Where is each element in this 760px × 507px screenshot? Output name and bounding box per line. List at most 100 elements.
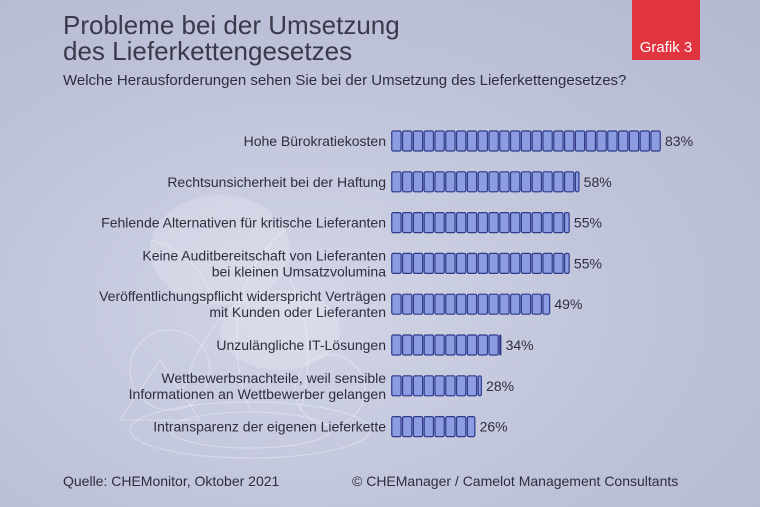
bar-segment bbox=[520, 252, 532, 274]
bar-segment bbox=[423, 293, 435, 315]
bar-segment bbox=[542, 171, 553, 193]
bar-segment bbox=[520, 130, 532, 152]
bar-segment bbox=[585, 130, 597, 152]
source-note: Quelle: CHEMonitor, Oktober 2021 bbox=[63, 473, 280, 489]
bar-segment bbox=[391, 375, 402, 397]
bar-segment bbox=[412, 375, 424, 397]
bar-segment bbox=[477, 130, 489, 152]
figure-badge: Grafik 3 bbox=[632, 0, 700, 60]
bar-row: Unzulängliche IT-Lösungen 34% bbox=[216, 334, 534, 356]
bar-segment bbox=[455, 212, 467, 234]
value-label: 26% bbox=[480, 419, 508, 435]
bar-segment bbox=[391, 334, 402, 356]
bar-segment bbox=[520, 171, 532, 193]
bar-segment bbox=[455, 375, 467, 397]
bar bbox=[391, 293, 551, 315]
title-line-1: Probleme bei der Umsetzung bbox=[63, 10, 400, 40]
bar-segment bbox=[531, 130, 543, 152]
bar-segment bbox=[542, 130, 553, 152]
bar bbox=[391, 171, 580, 193]
category-label: Hohe Bürokratiekosten bbox=[244, 133, 386, 149]
bar-segment bbox=[509, 130, 521, 152]
bar bbox=[391, 252, 570, 274]
category-label: Fehlende Alternativen für kritische Lief… bbox=[101, 215, 386, 231]
bar-segment bbox=[639, 130, 651, 152]
bar-segment bbox=[607, 130, 618, 152]
bar-segment bbox=[488, 171, 499, 193]
bar-segment bbox=[445, 293, 456, 315]
title-line-2: des Lieferkettengesetzes bbox=[63, 36, 353, 66]
bar bbox=[391, 334, 502, 356]
bar-segment bbox=[553, 171, 564, 193]
bar-segment bbox=[596, 130, 607, 152]
bar bbox=[391, 375, 482, 397]
bar-segment bbox=[499, 334, 502, 356]
bar-segment bbox=[434, 375, 445, 397]
category-label: Wettbewerbsnachteile, weil sensible Infor… bbox=[129, 370, 387, 402]
bar-segment bbox=[445, 416, 456, 438]
bar-segment bbox=[499, 293, 510, 315]
value-label: 58% bbox=[584, 174, 612, 190]
bar-segment bbox=[477, 252, 489, 274]
category-label-line: Rechtsunsicherheit bei der Haftung bbox=[167, 174, 386, 190]
bar-segment bbox=[466, 171, 478, 193]
bar-segment bbox=[391, 293, 402, 315]
bar-segment bbox=[445, 375, 456, 397]
category-label-line: Hohe Bürokratiekosten bbox=[244, 133, 386, 149]
category-label: Intransparenz der eigenen Lieferkette bbox=[153, 419, 386, 435]
bar-segment bbox=[445, 130, 456, 152]
bar-segment bbox=[434, 212, 445, 234]
bar-segment bbox=[509, 212, 521, 234]
bar-segment bbox=[563, 252, 570, 274]
bar-segment bbox=[477, 375, 482, 397]
bar-segment bbox=[412, 293, 424, 315]
bar-row: Intransparenz der eigenen Lieferkette 26% bbox=[153, 416, 508, 438]
figure-badge-label: Grafik 3 bbox=[639, 39, 693, 56]
bar-row: Wettbewerbsnachteile, weil sensible Infor… bbox=[129, 370, 514, 402]
bar-row: Keine Auditbereitschaft von Lieferanten b… bbox=[142, 247, 602, 279]
bar-segment bbox=[466, 130, 478, 152]
bar-segment bbox=[477, 334, 489, 356]
bar-segment bbox=[412, 130, 424, 152]
bar-segment bbox=[488, 252, 499, 274]
bar-segment bbox=[466, 334, 478, 356]
bar-row: Fehlende Alternativen für kritische Lief… bbox=[101, 212, 602, 234]
bar-segment bbox=[531, 212, 543, 234]
bar-segment bbox=[401, 293, 413, 315]
category-label-line: mit Kunden oder Lieferanten bbox=[209, 304, 386, 320]
value-label: 28% bbox=[486, 378, 514, 394]
bar-segment bbox=[423, 375, 435, 397]
bar-segment bbox=[401, 252, 413, 274]
bar-row: Hohe Bürokratiekosten 83% bbox=[244, 130, 693, 152]
bar-segment bbox=[520, 293, 532, 315]
bar-segment bbox=[423, 252, 435, 274]
bar-segment bbox=[499, 130, 510, 152]
bar-segment bbox=[466, 252, 478, 274]
bar-segment bbox=[542, 293, 551, 315]
value-label: 55% bbox=[574, 255, 602, 271]
bar-segment bbox=[434, 130, 445, 152]
bar-segment bbox=[455, 293, 467, 315]
bar-segment bbox=[391, 416, 402, 438]
bar-segment bbox=[455, 130, 467, 152]
category-label-line: Unzulängliche IT-Lösungen bbox=[216, 337, 386, 353]
bar-segment bbox=[434, 252, 445, 274]
bar-segment bbox=[542, 212, 553, 234]
bar-segment bbox=[445, 171, 456, 193]
bar-segment bbox=[412, 212, 424, 234]
bar-segment bbox=[445, 334, 456, 356]
chart-subtitle: Welche Herausforderungen sehen Sie bei d… bbox=[63, 72, 627, 89]
bar-segment bbox=[401, 375, 413, 397]
bar-segment bbox=[650, 130, 661, 152]
bar-segment bbox=[401, 171, 413, 193]
bar-segment bbox=[466, 375, 478, 397]
bar bbox=[391, 416, 476, 438]
bar-segment bbox=[520, 212, 532, 234]
bar-segment bbox=[488, 293, 499, 315]
bar-segment bbox=[423, 130, 435, 152]
category-label-line: bei kleinen Umsatzvolumina bbox=[212, 263, 387, 279]
bar-segment bbox=[391, 212, 402, 234]
copyright-note: © CHEManager / Camelot Management Consul… bbox=[352, 473, 679, 489]
bar-segment bbox=[574, 171, 580, 193]
